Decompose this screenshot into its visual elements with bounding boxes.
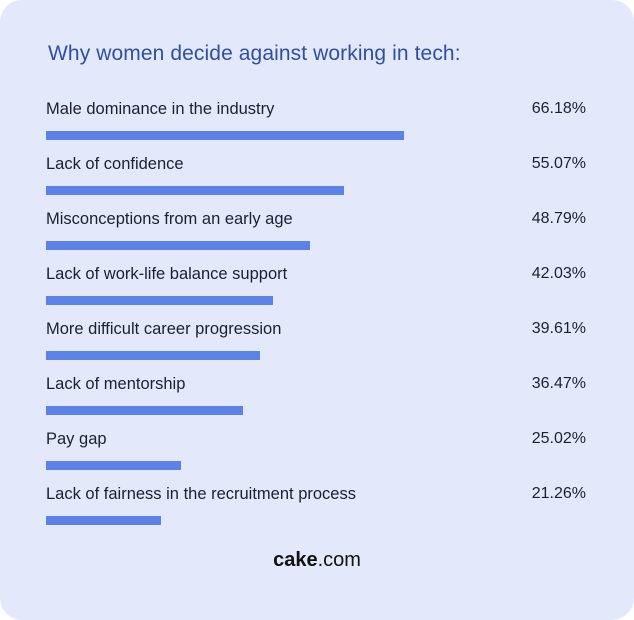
bar-label: Pay gap bbox=[46, 430, 107, 448]
bar-value: 21.26% bbox=[531, 485, 586, 502]
bar bbox=[46, 131, 404, 140]
bar-value: 66.18% bbox=[531, 100, 586, 117]
bar-label: Lack of confidence bbox=[46, 155, 184, 173]
bar-value: 39.61% bbox=[531, 320, 586, 337]
bar-row: More difficult career progression 39.61% bbox=[46, 320, 586, 370]
bar-label: More difficult career progression bbox=[46, 320, 282, 338]
bar-row: Lack of confidence 55.07% bbox=[46, 155, 586, 205]
bar-value: 42.03% bbox=[531, 265, 586, 282]
bar-label: Lack of work-life balance support bbox=[46, 265, 288, 283]
bar-row: Lack of work-life balance support 42.03% bbox=[46, 265, 586, 315]
bar-row: Pay gap 25.02% bbox=[46, 430, 586, 480]
bar-label: Misconceptions from an early age bbox=[46, 210, 293, 228]
bar-row: Lack of mentorship 36.47% bbox=[46, 375, 586, 425]
bar-row: Male dominance in the industry 66.18% bbox=[46, 100, 586, 150]
bar bbox=[46, 406, 243, 415]
brand-logo: cake.com bbox=[0, 549, 634, 572]
bar-label: Lack of mentorship bbox=[46, 375, 186, 393]
bar-value: 25.02% bbox=[531, 430, 586, 447]
bar bbox=[46, 186, 344, 195]
bar-row: Misconceptions from an early age 48.79% bbox=[46, 210, 586, 260]
bar-value: 55.07% bbox=[531, 155, 586, 172]
bar bbox=[46, 461, 181, 470]
bar bbox=[46, 351, 260, 360]
bar bbox=[46, 296, 273, 305]
chart-title: Why women decide against working in tech… bbox=[48, 42, 461, 65]
bar-label: Male dominance in the industry bbox=[46, 100, 275, 118]
bar bbox=[46, 241, 310, 250]
brand-bold: cake bbox=[273, 549, 318, 571]
bar-label: Lack of fairness in the recruitment proc… bbox=[46, 485, 356, 503]
bar bbox=[46, 516, 161, 525]
bar-value: 48.79% bbox=[531, 210, 586, 227]
bar-value: 36.47% bbox=[531, 375, 586, 392]
brand-domain: .com bbox=[317, 549, 361, 571]
bar-row: Lack of fairness in the recruitment proc… bbox=[46, 485, 586, 535]
